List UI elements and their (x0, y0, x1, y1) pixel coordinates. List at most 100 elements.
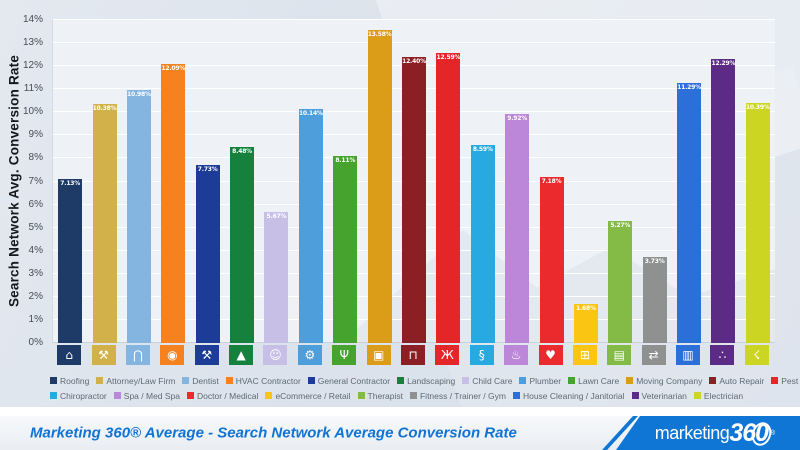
y-tick-label: 4% (28, 244, 43, 256)
bar-value-label: 11.29% (677, 83, 701, 91)
legend-swatch (397, 377, 405, 384)
bar-fitness-trainer-gym: 3.73% (642, 256, 667, 343)
y-tick-label: 2% (28, 290, 43, 302)
legend-label: HVAC Contractor (235, 375, 301, 386)
y-tick-label: 9% (28, 129, 43, 141)
legend-item-dentist: Dentist (182, 375, 219, 386)
legend-swatch (50, 392, 57, 399)
legend-swatch (568, 377, 576, 384)
legend-item-house-cleaning-janitorial: House Cleaning / Janitorial (512, 391, 625, 401)
legend-item-veterinarian: Veterinarian (631, 390, 687, 401)
bar-value-label: 10.38% (92, 104, 117, 112)
legend-swatch (512, 392, 520, 399)
bar-doctor-medical: 7.18% (539, 177, 564, 343)
lotus-spa-icon: ♨ (504, 345, 529, 365)
y-tick-label: 1% (28, 313, 43, 325)
bar-electrician: 10.39% (745, 103, 770, 343)
bar-auto-repair: 12.40% (402, 56, 426, 343)
bar-ecommerce-retail: 1.68% (573, 304, 598, 343)
legend-label: Plumber (529, 375, 562, 386)
legend-item-hvac-contractor: HVAC Contractor (225, 375, 301, 386)
legend-swatch (265, 392, 273, 399)
y-tick-label: 14% (22, 14, 43, 25)
legend-item-attorney-law-firm: Attorney/Law Firm (96, 376, 175, 386)
legend-item-therapist: Therapist (357, 390, 403, 401)
legend-swatch (307, 377, 315, 384)
legend-label: Dentist (192, 375, 219, 386)
legend-item-general-contractor: General Contractor (307, 375, 391, 386)
legend-label: Spa / Med Spa (123, 390, 181, 401)
bar-value-label: 3.73% (644, 257, 665, 265)
bar-landscaping: 8.48% (230, 147, 255, 343)
legend-label: General Contractor (317, 375, 391, 386)
legend-item-pest-control: Pest Control (771, 376, 800, 386)
logo-number: 360 (729, 419, 775, 449)
clipboard-icon: ▤ (607, 345, 632, 365)
bar-house-cleaning-janitorial: 11.29% (677, 82, 701, 343)
legend-item-landscaping: Landscaping (397, 376, 455, 386)
y-tick-label: 11% (23, 83, 43, 95)
y-tick-label: 6% (28, 198, 43, 210)
legend-swatch (113, 392, 121, 399)
legend-swatch (187, 392, 195, 399)
legend: Roofing Attorney/Law Firm Dentist HVAC Cont… (50, 373, 800, 403)
bar-lawn-care: 8.11% (333, 155, 358, 343)
legend-label: Electrician (703, 390, 744, 401)
y-tick-label: 10% (22, 106, 43, 118)
tooth-icon: ⋂ (125, 345, 150, 365)
legend-item-plumber: Plumber (519, 376, 561, 386)
bar-value-label: 10.14% (298, 110, 323, 118)
legend-swatch (631, 392, 639, 399)
gridline (53, 42, 775, 44)
logo-word: marketing (654, 422, 730, 443)
heart-pulse-icon: ♥ (538, 345, 563, 365)
y-tick-label: 7% (28, 175, 43, 187)
legend-label: Fitness / Trainer / Gym (419, 390, 506, 401)
legend-item-chiropractor: Chiropractor (50, 391, 107, 401)
gridline (53, 19, 775, 20)
legend-label: Chiropractor (60, 390, 107, 401)
bar-roofing: 7.13% (58, 178, 83, 343)
legend-swatch (519, 377, 527, 384)
legend-label: Attorney/Law Firm (106, 375, 176, 386)
legend-swatch (626, 377, 634, 384)
bar-value-label: 1.68% (575, 305, 596, 313)
marketing-360-logo: marketing 360 ® (616, 416, 800, 450)
bar-veterinarian: 12.29% (711, 59, 736, 343)
bar-value-label: 9.92% (507, 115, 528, 123)
legend-item-roofing: Roofing (50, 376, 89, 386)
legend-label: Moving Company (636, 375, 703, 386)
legend-item-spa-med-spa: Spa / Med Spa (113, 390, 181, 401)
bar-value-label: 12.29% (711, 60, 736, 68)
bar-chiropractor: 8.59% (470, 144, 495, 343)
legend-item-lawn-care: Lawn Care (568, 376, 619, 386)
bar-value-label: 8.11% (335, 156, 356, 164)
bar-dentist: 10.98% (126, 89, 151, 343)
legend-swatch (409, 392, 417, 399)
bar-value-label: 12.40% (402, 57, 426, 65)
legend-label: Therapist (367, 390, 403, 401)
legend-swatch (182, 377, 190, 384)
footer-divider-strip (0, 407, 800, 416)
bar-therapist: 5.27% (608, 221, 633, 343)
fan-vent-icon: ◉ (160, 345, 185, 365)
truck-icon: ▣ (366, 345, 391, 365)
y-tick-label: 8% (28, 152, 43, 164)
bar-value-label: 5.27% (610, 222, 631, 230)
spine-icon: § (469, 345, 494, 365)
bar-hvac-contractor: 12.09% (161, 64, 185, 343)
legend-item-electrician: Electrician (693, 390, 744, 401)
bar-value-label: 7.73% (197, 165, 218, 173)
legend-label: Auto Repair (719, 375, 765, 386)
legend-item-auto-repair: Auto Repair (709, 376, 764, 386)
y-axis-tick-labels: 0% 1% 2% 3% 4% 5% 6% 7% 8% 9% 10% 11% 12% 13% 14% (0, 14, 48, 348)
shopping-cart-icon: ⊞ (572, 345, 597, 365)
mountain-trees-icon: ▲ (229, 345, 254, 365)
y-tick-label: 12% (22, 60, 43, 72)
chart-title: Marketing 360® Average - Search Network … (30, 424, 517, 442)
logo-registered-mark: ® (770, 429, 776, 437)
legend-label: Landscaping (407, 375, 456, 386)
legend-swatch (357, 392, 365, 399)
legend-label: Veterinarian (641, 390, 687, 401)
bar-plumber: 10.14% (298, 109, 323, 343)
